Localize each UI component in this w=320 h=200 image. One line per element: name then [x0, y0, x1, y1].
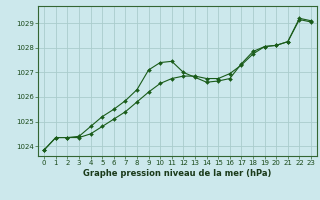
- X-axis label: Graphe pression niveau de la mer (hPa): Graphe pression niveau de la mer (hPa): [84, 169, 272, 178]
